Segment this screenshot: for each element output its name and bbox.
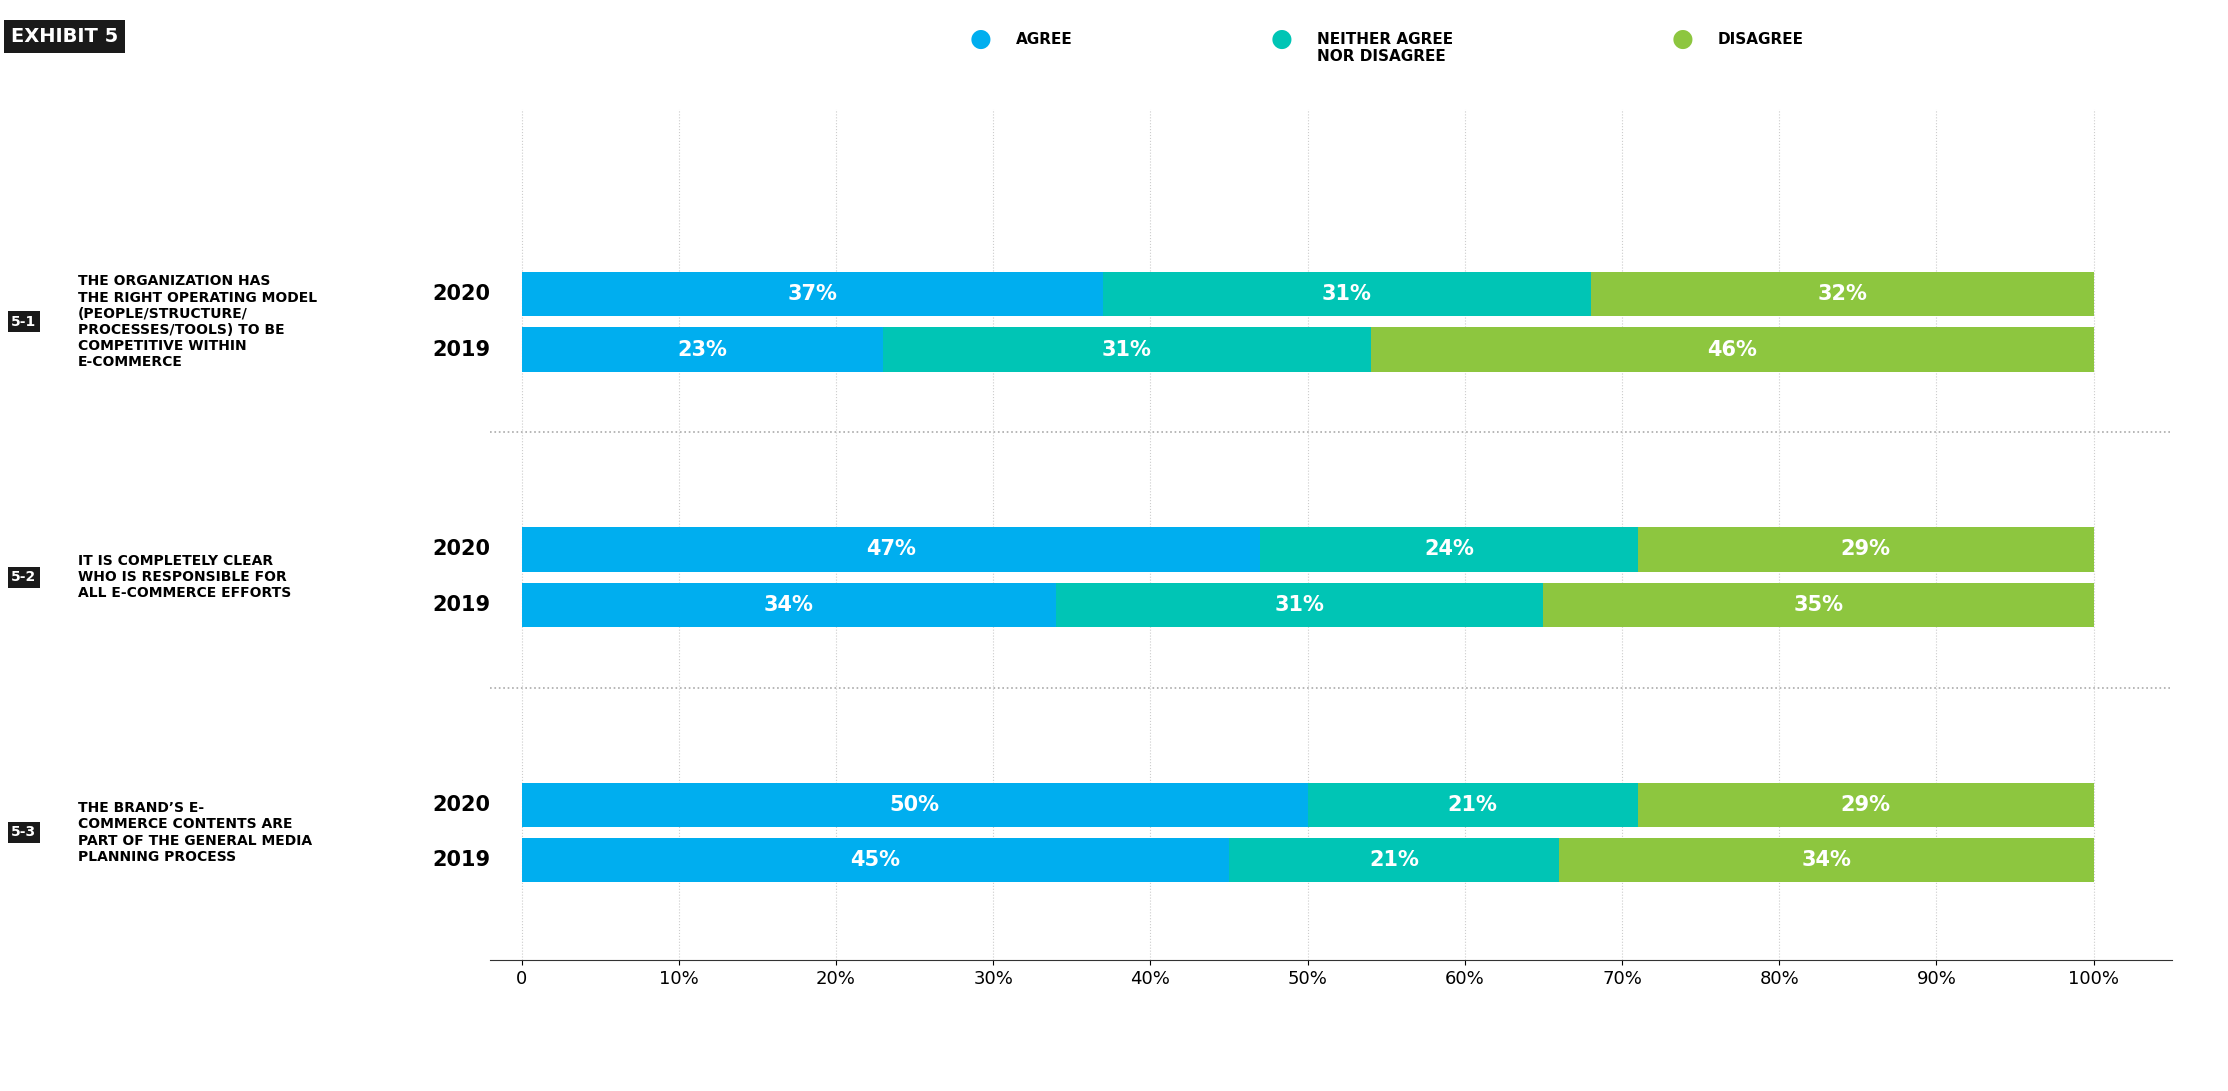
Bar xyxy=(521,527,1261,572)
Text: ●: ● xyxy=(969,27,991,51)
Text: NEITHER AGREE
NOR DISAGREE: NEITHER AGREE NOR DISAGREE xyxy=(1317,32,1453,64)
Text: 29%: 29% xyxy=(1840,539,1892,560)
Text: ●: ● xyxy=(1671,27,1693,51)
Text: 21%: 21% xyxy=(1448,794,1497,815)
Bar xyxy=(1544,583,2094,627)
Bar xyxy=(521,583,1056,627)
Text: IT IS COMPLETELY CLEAR
WHO IS RESPONSIBLE FOR
ALL E-COMMERCE EFFORTS: IT IS COMPLETELY CLEAR WHO IS RESPONSIBL… xyxy=(78,554,292,600)
Text: DISAGREE: DISAGREE xyxy=(1718,32,1805,47)
Text: 34%: 34% xyxy=(764,595,813,615)
Text: 31%: 31% xyxy=(1103,339,1152,360)
Text: 2020: 2020 xyxy=(432,284,490,304)
Text: 2020: 2020 xyxy=(432,794,490,815)
Text: 50%: 50% xyxy=(889,794,940,815)
Text: 35%: 35% xyxy=(1794,595,1843,615)
Text: 2019: 2019 xyxy=(432,850,490,871)
Bar xyxy=(521,272,1103,316)
Bar xyxy=(882,327,1370,372)
Text: AGREE: AGREE xyxy=(1016,32,1072,47)
Text: THE ORGANIZATION HAS
THE RIGHT OPERATING MODEL
(PEOPLE/STRUCTURE/
PROCESSES/TOOL: THE ORGANIZATION HAS THE RIGHT OPERATING… xyxy=(78,274,316,370)
Text: 2020: 2020 xyxy=(432,539,490,560)
Bar xyxy=(1261,527,1638,572)
Text: 47%: 47% xyxy=(867,539,916,560)
Bar xyxy=(1638,527,2094,572)
Bar xyxy=(1103,272,1591,316)
Text: 29%: 29% xyxy=(1840,794,1892,815)
Bar xyxy=(1591,272,2094,316)
Text: 21%: 21% xyxy=(1370,850,1419,871)
Text: 5-3: 5-3 xyxy=(11,826,36,839)
Text: 45%: 45% xyxy=(851,850,900,871)
Bar xyxy=(1560,838,2094,883)
Text: 2019: 2019 xyxy=(432,339,490,360)
Text: 2019: 2019 xyxy=(432,595,490,615)
Bar xyxy=(1230,838,1560,883)
Text: 24%: 24% xyxy=(1424,539,1475,560)
Text: 37%: 37% xyxy=(786,284,838,304)
Bar xyxy=(521,782,1308,827)
Bar xyxy=(521,327,882,372)
Text: 23%: 23% xyxy=(677,339,726,360)
Text: ●: ● xyxy=(1270,27,1292,51)
Bar xyxy=(1370,327,2094,372)
Bar xyxy=(1638,782,2094,827)
Text: 5-1: 5-1 xyxy=(11,315,36,328)
Bar xyxy=(1056,583,1544,627)
Text: 31%: 31% xyxy=(1321,284,1372,304)
Text: 5-2: 5-2 xyxy=(11,571,36,584)
Text: 46%: 46% xyxy=(1707,339,1758,360)
Text: THE BRAND’S E-
COMMERCE CONTENTS ARE
PART OF THE GENERAL MEDIA
PLANNING PROCESS: THE BRAND’S E- COMMERCE CONTENTS ARE PAR… xyxy=(78,801,312,864)
Text: 31%: 31% xyxy=(1274,595,1326,615)
Text: 34%: 34% xyxy=(1802,850,1851,871)
Bar xyxy=(1308,782,1638,827)
Text: 32%: 32% xyxy=(1818,284,1867,304)
Text: EXHIBIT 5: EXHIBIT 5 xyxy=(11,27,118,46)
Bar xyxy=(521,838,1230,883)
